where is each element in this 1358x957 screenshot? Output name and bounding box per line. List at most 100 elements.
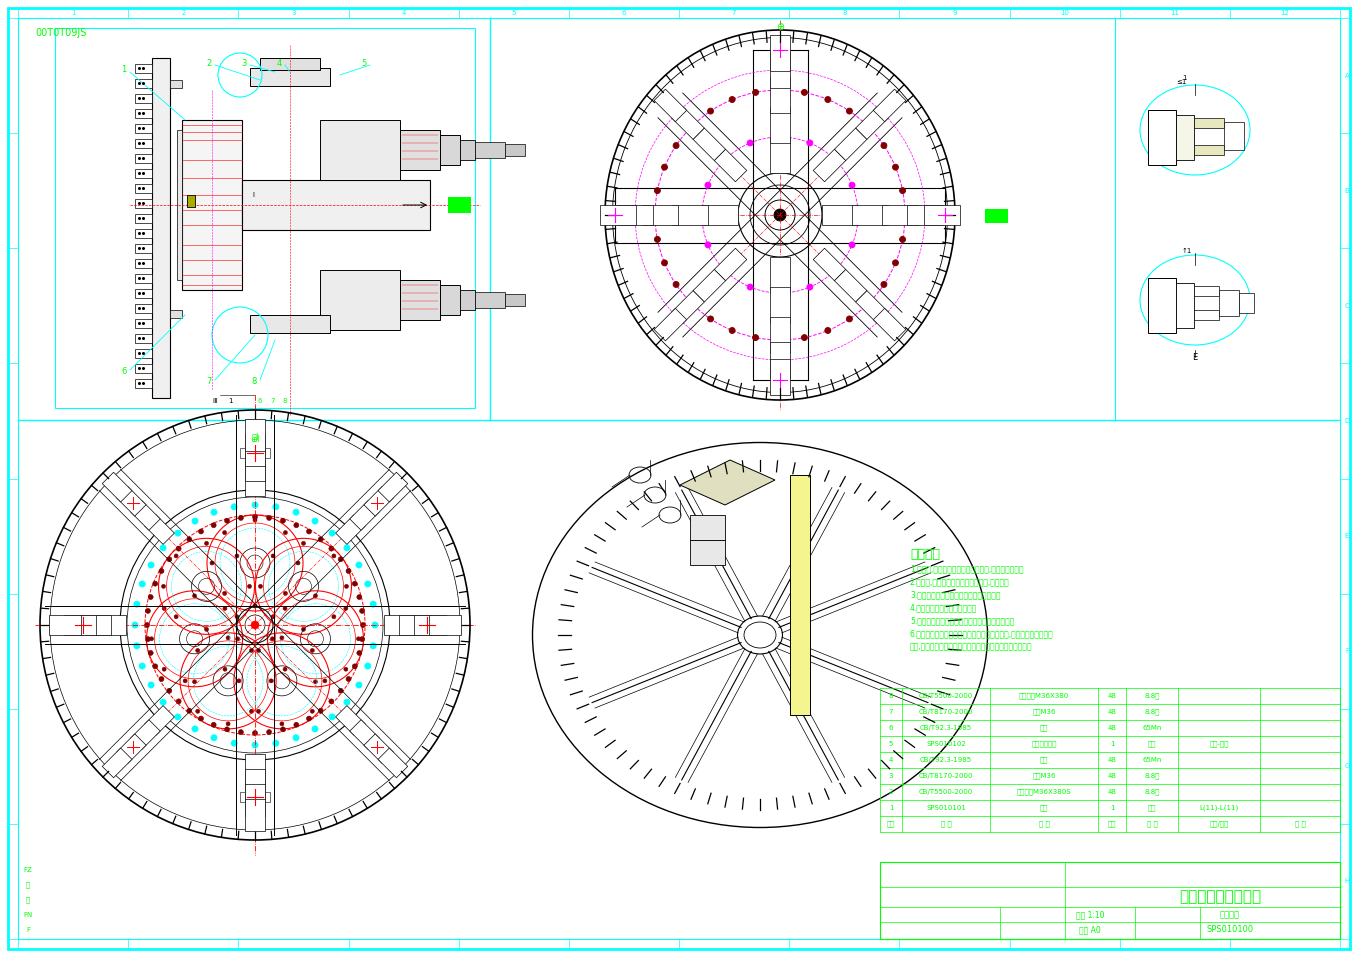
Circle shape: [196, 709, 200, 713]
Circle shape: [301, 628, 306, 632]
Bar: [690, 515, 725, 540]
Text: 图幅 A0: 图幅 A0: [1080, 925, 1101, 934]
Bar: [182, 120, 242, 290]
Text: CB/T5500-2000: CB/T5500-2000: [919, 693, 974, 699]
Bar: [1194, 286, 1219, 296]
Circle shape: [849, 182, 856, 189]
Bar: [187, 195, 196, 207]
Circle shape: [134, 601, 140, 607]
Text: CB/T92.3-1985: CB/T92.3-1985: [919, 725, 972, 731]
Circle shape: [269, 679, 273, 683]
Text: 8.8级: 8.8级: [1145, 709, 1160, 715]
Polygon shape: [813, 248, 846, 280]
Bar: [134, 274, 152, 283]
Bar: [134, 124, 152, 133]
Circle shape: [253, 730, 258, 736]
Polygon shape: [378, 472, 407, 502]
Circle shape: [293, 509, 299, 515]
Circle shape: [824, 97, 831, 102]
Bar: [262, 792, 270, 802]
Bar: [475, 142, 505, 158]
Polygon shape: [244, 434, 265, 466]
Circle shape: [198, 716, 204, 721]
Polygon shape: [244, 799, 265, 831]
Bar: [320, 120, 401, 180]
Bar: [170, 310, 182, 318]
Polygon shape: [856, 291, 888, 323]
Circle shape: [674, 281, 679, 287]
Text: 备 注: 备 注: [1294, 821, 1305, 827]
Text: 3: 3: [291, 10, 296, 16]
Circle shape: [223, 591, 227, 595]
Text: ⊕: ⊕: [775, 22, 784, 32]
Bar: [880, 862, 1340, 939]
Circle shape: [655, 236, 660, 242]
Circle shape: [708, 108, 713, 114]
Circle shape: [652, 212, 659, 218]
Text: SPS010100: SPS010100: [1206, 925, 1253, 934]
Text: 11: 11: [1171, 10, 1179, 16]
Circle shape: [356, 562, 363, 568]
Text: 5: 5: [512, 10, 516, 16]
Circle shape: [148, 651, 153, 656]
Polygon shape: [702, 205, 737, 225]
Circle shape: [148, 594, 153, 599]
Circle shape: [187, 537, 191, 542]
Text: 1: 1: [121, 65, 126, 75]
Text: 代 号: 代 号: [941, 821, 952, 827]
Polygon shape: [655, 89, 687, 122]
Bar: [1176, 283, 1194, 328]
Bar: [320, 270, 401, 330]
Text: 数量: 数量: [1108, 821, 1116, 827]
Circle shape: [892, 165, 899, 170]
Circle shape: [777, 87, 784, 93]
Circle shape: [331, 614, 335, 619]
Polygon shape: [672, 107, 705, 140]
Circle shape: [253, 604, 257, 608]
Bar: [56, 28, 475, 408]
Circle shape: [270, 636, 274, 641]
Text: 65Mn: 65Mn: [1142, 725, 1161, 731]
Text: 螺母M36: 螺母M36: [1032, 772, 1055, 779]
Circle shape: [705, 182, 712, 189]
Bar: [1194, 145, 1224, 155]
Text: 65Mn: 65Mn: [1142, 757, 1161, 763]
Polygon shape: [64, 615, 96, 635]
Circle shape: [251, 621, 259, 629]
Circle shape: [152, 581, 158, 587]
Circle shape: [832, 157, 838, 163]
Polygon shape: [364, 734, 394, 764]
Circle shape: [266, 729, 272, 735]
Circle shape: [311, 649, 314, 653]
Text: 2: 2: [889, 789, 894, 795]
Text: 3: 3: [242, 58, 247, 68]
Circle shape: [344, 667, 348, 671]
Circle shape: [311, 709, 314, 713]
Circle shape: [318, 537, 323, 542]
Bar: [134, 319, 152, 328]
Text: 1: 1: [228, 398, 232, 404]
Circle shape: [655, 188, 660, 193]
Polygon shape: [790, 475, 809, 715]
Bar: [259, 58, 320, 70]
Text: 2.装配前,刀盘上的刀具应保证无磨损,无损坏。: 2.装配前,刀盘上的刀具应保证无磨损,无损坏。: [910, 577, 1010, 586]
Text: 8: 8: [888, 693, 894, 699]
Polygon shape: [693, 128, 725, 161]
Text: 螺母M36: 螺母M36: [1032, 709, 1055, 715]
Circle shape: [323, 679, 327, 683]
Circle shape: [145, 636, 151, 641]
Bar: [460, 290, 475, 310]
Polygon shape: [923, 205, 960, 225]
Polygon shape: [102, 472, 132, 502]
Text: CB/T8170-2000: CB/T8170-2000: [919, 773, 974, 779]
Polygon shape: [49, 615, 81, 635]
Text: 1: 1: [1109, 741, 1115, 747]
Text: 10: 10: [1061, 10, 1069, 16]
Circle shape: [689, 300, 694, 306]
Bar: [440, 135, 460, 165]
Circle shape: [253, 518, 257, 522]
Text: 6: 6: [888, 725, 894, 731]
Circle shape: [281, 726, 285, 732]
Bar: [134, 79, 152, 88]
Circle shape: [223, 607, 227, 611]
